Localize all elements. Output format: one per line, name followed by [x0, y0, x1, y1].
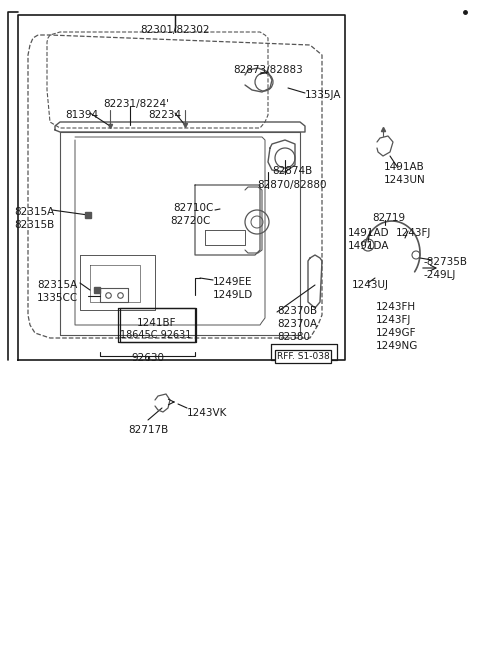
Text: 82870/82880: 82870/82880 [257, 180, 326, 190]
Text: 1491DA: 1491DA [348, 241, 389, 251]
Text: 1243FJ: 1243FJ [376, 315, 411, 325]
Text: 82717B: 82717B [128, 425, 168, 435]
Text: 82370B: 82370B [277, 306, 317, 316]
Text: -82735B: -82735B [424, 257, 468, 267]
Text: 1249GF: 1249GF [376, 328, 417, 338]
Text: 1249EE: 1249EE [213, 277, 252, 287]
Text: 82710C: 82710C [173, 203, 214, 213]
Text: 82874B: 82874B [272, 166, 312, 176]
Text: -249LJ: -249LJ [424, 270, 456, 280]
Text: 82720C: 82720C [170, 216, 210, 226]
Text: 82315A: 82315A [14, 207, 54, 217]
Text: 1243UN: 1243UN [384, 175, 426, 185]
Text: 82315A: 82315A [37, 280, 77, 290]
Text: 82231/8224': 82231/8224' [103, 99, 169, 109]
Text: 82301/82302: 82301/82302 [140, 25, 210, 35]
Text: 1491AB: 1491AB [384, 162, 425, 172]
Text: 1243FJ: 1243FJ [396, 228, 432, 238]
Text: 1243UJ: 1243UJ [352, 280, 389, 290]
Text: 1243FH: 1243FH [376, 302, 416, 312]
Text: 82873/82883: 82873/82883 [233, 65, 303, 75]
Text: 82380: 82380 [277, 332, 310, 342]
Text: 1335JA: 1335JA [305, 90, 341, 100]
Text: 18645C 92631: 18645C 92631 [120, 330, 192, 340]
Text: 1249NG: 1249NG [376, 341, 419, 351]
Text: 82315B: 82315B [14, 220, 54, 230]
Text: RFF. S1-038: RFF. S1-038 [276, 352, 329, 361]
Text: 81394: 81394 [65, 110, 98, 120]
Text: 1335CC: 1335CC [37, 293, 78, 303]
Text: 82370A: 82370A [277, 319, 317, 329]
Text: 1249LD: 1249LD [213, 290, 253, 300]
Text: 82719: 82719 [372, 213, 405, 223]
Text: 1243VK: 1243VK [187, 408, 228, 418]
Text: 1491AD: 1491AD [348, 228, 390, 238]
Text: 1241BF: 1241BF [137, 318, 177, 328]
Text: 92630: 92630 [132, 353, 165, 363]
Text: 82234: 82234 [148, 110, 181, 120]
